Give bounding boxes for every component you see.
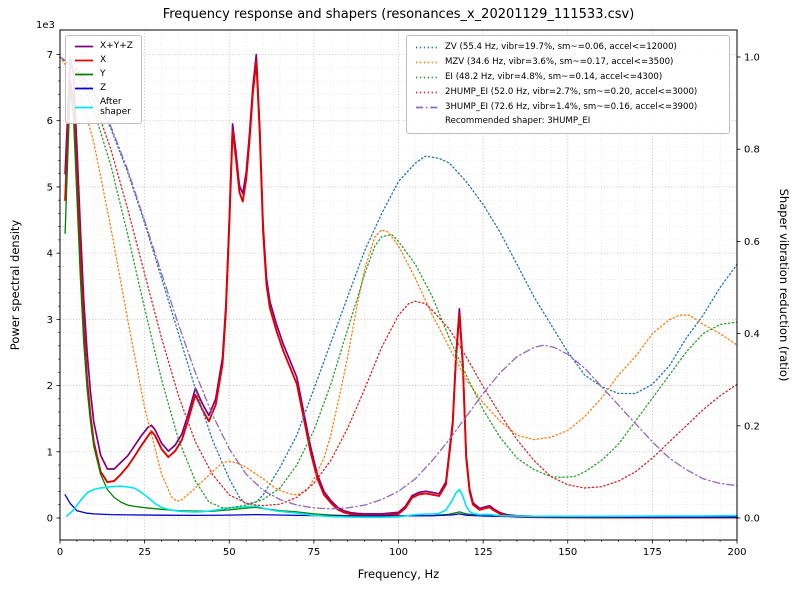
series-Z — [64, 494, 738, 518]
svg-text:1: 1 — [47, 447, 53, 458]
series-EI — [59, 56, 738, 509]
svg-text:0: 0 — [47, 514, 53, 525]
legend-shapers: ZV (55.4 Hz, vibr=19.7%, sm~=0.06, accel… — [406, 35, 730, 134]
svg-text:4: 4 — [47, 249, 53, 260]
legend-item: 3HUMP_EI (72.6 Hz, vibr=1.4%, sm~=0.16, … — [415, 102, 721, 113]
legend-item: Y — [74, 69, 133, 80]
series-X — [64, 60, 738, 519]
y-right-axis-label: Shaper vibration reduction (ratio) — [777, 188, 791, 382]
legend-line-sample — [75, 59, 93, 62]
series-ZV — [59, 56, 738, 505]
chart-title: Frequency response and shapers (resonanc… — [162, 7, 635, 22]
legend-item-label: X+Y+Z — [100, 41, 133, 52]
svg-text:175: 175 — [643, 547, 662, 558]
legend-item-label: X — [100, 55, 107, 66]
legend-line-sample — [416, 91, 438, 94]
y-left-axis-label: Power spectral density — [8, 219, 22, 351]
legend-item-label: Y — [100, 69, 106, 80]
svg-text:100: 100 — [389, 547, 408, 558]
legend-line-sample — [75, 87, 93, 90]
svg-text:200: 200 — [727, 547, 746, 558]
svg-text:2: 2 — [47, 381, 53, 392]
legend-line-sample — [416, 106, 438, 109]
legend-item: ZV (55.4 Hz, vibr=19.7%, sm~=0.06, accel… — [415, 42, 721, 53]
legend-item-label: 3HUMP_EI (72.6 Hz, vibr=1.4%, sm~=0.16, … — [445, 101, 698, 112]
svg-text:3: 3 — [47, 315, 53, 326]
legend-item-label: After shaper — [100, 97, 131, 118]
recommended-shaper-note: Recommended shaper: 3HUMP_EI — [445, 116, 591, 126]
legend-item-label: 2HUMP_EI (52.0 Hz, vibr=2.7%, sm~=0.20, … — [445, 86, 698, 97]
svg-text:25: 25 — [138, 547, 151, 558]
legend-item: X — [74, 55, 133, 66]
legend-item: 2HUMP_EI (52.0 Hz, vibr=2.7%, sm~=0.20, … — [415, 87, 721, 98]
legend-item: X+Y+Z — [74, 41, 133, 52]
legend-item: Z — [74, 83, 133, 94]
legend-item-label: ZV (55.4 Hz, vibr=19.7%, sm~=0.06, accel… — [445, 41, 677, 52]
tick-marks — [56, 54, 741, 544]
svg-text:6: 6 — [47, 116, 53, 127]
legend-line-sample — [75, 106, 93, 109]
svg-text:0.4: 0.4 — [744, 329, 760, 340]
legend-line-sample — [416, 46, 438, 49]
legend-item: After shaper — [74, 97, 133, 118]
svg-text:7: 7 — [47, 50, 53, 61]
legend-item-label: Z — [100, 83, 107, 94]
svg-text:0.0: 0.0 — [744, 514, 760, 525]
legend-item: MZV (34.6 Hz, vibr=3.6%, sm~=0.17, accel… — [415, 57, 721, 68]
svg-text:5: 5 — [47, 182, 53, 193]
svg-text:0: 0 — [57, 547, 63, 558]
series-Y — [64, 86, 738, 518]
x-axis-label: Frequency, Hz — [357, 567, 440, 581]
svg-text:0.2: 0.2 — [744, 421, 760, 432]
svg-text:75: 75 — [308, 547, 321, 558]
svg-text:0.6: 0.6 — [744, 237, 760, 248]
series-MZV — [59, 56, 738, 503]
legend-line-sample — [416, 61, 438, 64]
svg-text:150: 150 — [558, 547, 577, 558]
svg-text:1.0: 1.0 — [744, 53, 760, 64]
y-left-offset-label: 1e3 — [36, 20, 55, 31]
tick-labels: 0 25 50 75 100 125 150 175 200 0 1 2 3 4 5 6 7 0.0 0.2 0.4 0… — [47, 50, 760, 558]
svg-text:50: 50 — [223, 547, 236, 558]
legend-item: EI (48.2 Hz, vibr=4.8%, sm~=0.14, accel<… — [415, 72, 721, 83]
legend-note-row: Recommended shaper: 3HUMP_EI — [415, 116, 721, 127]
legend-line-sample — [416, 76, 438, 79]
series-3HUMP_EI — [59, 56, 738, 510]
svg-text:0.8: 0.8 — [744, 145, 760, 156]
svg-text:125: 125 — [474, 547, 493, 558]
legend-line-sample — [75, 45, 93, 48]
legend-item-label: MZV (34.6 Hz, vibr=3.6%, sm~=0.17, accel… — [445, 56, 674, 67]
legend-line-sample — [75, 73, 93, 76]
legend-psd: X+Y+Z X Y Z After shaper — [65, 35, 142, 124]
series-After-shaper — [66, 485, 738, 518]
series-2HUMP_EI — [59, 56, 738, 507]
legend-item-label: EI (48.2 Hz, vibr=4.8%, sm~=0.14, accel<… — [445, 71, 663, 82]
